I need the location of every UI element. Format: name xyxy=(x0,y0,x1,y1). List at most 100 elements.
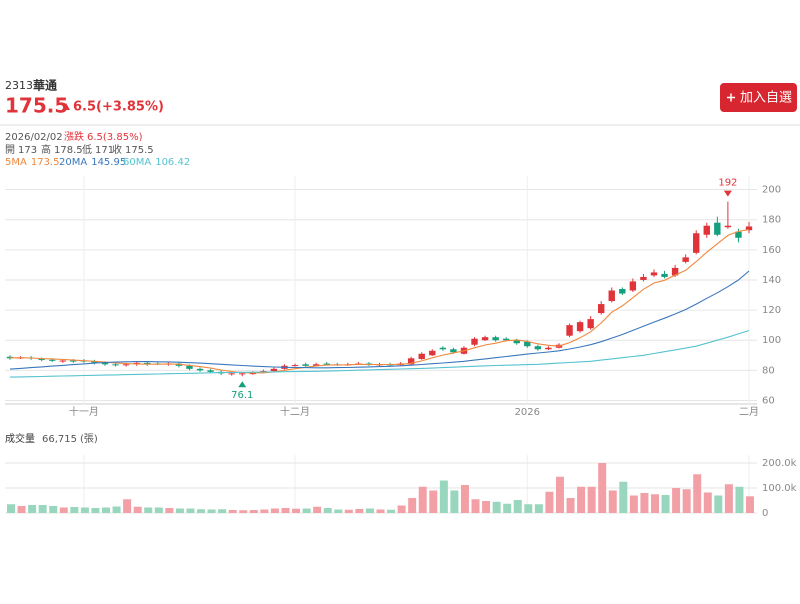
price: 175.5 xyxy=(5,94,68,118)
candle-body xyxy=(661,273,668,277)
volume-bar xyxy=(566,498,575,513)
candle-body xyxy=(724,225,732,228)
volume-unit: (張) xyxy=(80,433,98,445)
candle-body xyxy=(619,288,626,294)
ohlc-label: 低 xyxy=(82,143,92,156)
volume-bar xyxy=(38,505,47,513)
date: 2026/02/02 xyxy=(5,132,63,143)
volume-bar xyxy=(513,500,522,513)
volume-bar xyxy=(608,490,617,513)
candle-body xyxy=(671,267,679,276)
volume-bar xyxy=(492,501,501,513)
candle-body xyxy=(196,368,204,371)
candle-body xyxy=(101,362,109,365)
volume-bar xyxy=(587,486,596,513)
volume-bar xyxy=(260,509,269,513)
max-marker xyxy=(723,190,732,197)
candle-body xyxy=(598,304,605,314)
candle-body xyxy=(693,233,700,253)
volume-bar xyxy=(7,504,15,513)
min-marker xyxy=(238,381,247,388)
candle-body xyxy=(576,322,584,332)
candle-body xyxy=(502,338,510,341)
candle-body xyxy=(629,281,637,291)
candle-body xyxy=(650,272,658,276)
candle-body xyxy=(207,370,214,372)
button-bg[interactable] xyxy=(720,83,797,112)
y-tick-label: 160 xyxy=(762,245,781,256)
ma-line xyxy=(9,270,750,370)
volume-bar xyxy=(418,486,427,513)
volume-bar xyxy=(577,486,586,513)
y-tick-label: 100 xyxy=(762,335,781,346)
y-tick-label: 200 xyxy=(762,185,781,196)
volume-bar xyxy=(460,485,469,513)
volume-bar xyxy=(619,481,628,513)
button-label[interactable]: 加入自選 xyxy=(740,91,792,106)
ma-value: 106.42 xyxy=(155,157,190,168)
candle-body xyxy=(492,337,499,341)
ma-name: 20MA xyxy=(59,157,87,168)
volume-bar xyxy=(91,508,100,513)
ma-name: 60MA xyxy=(123,157,151,168)
candle-body xyxy=(534,346,542,350)
stock-name: 華通 xyxy=(33,78,57,93)
change-label: 漲跌 xyxy=(64,130,84,143)
volume-bar xyxy=(154,507,163,513)
volume-bar xyxy=(112,506,121,513)
volume-bar xyxy=(555,476,564,513)
volume-bar xyxy=(270,508,279,513)
candle-body xyxy=(545,347,552,350)
volume-bar xyxy=(408,498,417,513)
y-tick-label: 80 xyxy=(762,365,775,376)
ma-value: 173.5 xyxy=(31,157,60,168)
volume-bar xyxy=(439,480,448,513)
volume-bar xyxy=(482,501,491,513)
candle-body xyxy=(471,338,478,345)
volume-bar xyxy=(598,463,607,513)
volume-bar xyxy=(714,495,723,513)
volume-bar xyxy=(397,505,406,513)
candle-body xyxy=(122,364,130,366)
x-tick-label: 二月 xyxy=(739,406,759,418)
candle-body xyxy=(450,349,457,353)
volume-bar xyxy=(292,508,301,513)
volume-bar xyxy=(693,474,702,513)
candle-body xyxy=(38,359,45,361)
volume-bar xyxy=(70,507,79,513)
volume-bar xyxy=(334,509,343,513)
volume-bar xyxy=(735,486,744,513)
candle-body xyxy=(270,368,278,372)
volume-bar xyxy=(17,506,26,513)
candle-body xyxy=(70,360,77,362)
y-tick-label: 60 xyxy=(762,395,775,406)
candle-body xyxy=(228,373,235,375)
candle-body xyxy=(735,231,742,238)
add-button[interactable]: 加入自選 xyxy=(720,83,797,112)
ohlc-value: 173 xyxy=(18,145,37,156)
candle-body xyxy=(703,225,710,235)
volume-bar xyxy=(545,491,554,513)
volume-bar xyxy=(355,509,364,513)
min-label: 76.1 xyxy=(231,390,253,401)
volume-bar xyxy=(228,510,237,513)
y-tick-label: 140 xyxy=(762,275,781,286)
y-tick-label: 120 xyxy=(762,305,781,316)
x-tick-label: 2026 xyxy=(515,407,540,418)
candle-body xyxy=(239,373,246,375)
volume-bar xyxy=(133,506,142,513)
volume-bar xyxy=(102,507,111,513)
price-change: 6.5(+3.85%) xyxy=(73,100,164,115)
volume-bar xyxy=(28,505,37,513)
candle-body xyxy=(524,341,531,347)
candle-body xyxy=(608,290,615,302)
volume-bar xyxy=(376,509,385,513)
ohlc-value: 178.5 xyxy=(54,145,83,156)
volume-bar xyxy=(503,503,512,513)
volume-bar xyxy=(672,488,681,513)
candle-body xyxy=(745,226,753,231)
candle-body xyxy=(312,364,320,366)
candle-body xyxy=(186,365,193,369)
volume-bar xyxy=(661,495,670,513)
plus-icon[interactable] xyxy=(727,93,735,102)
